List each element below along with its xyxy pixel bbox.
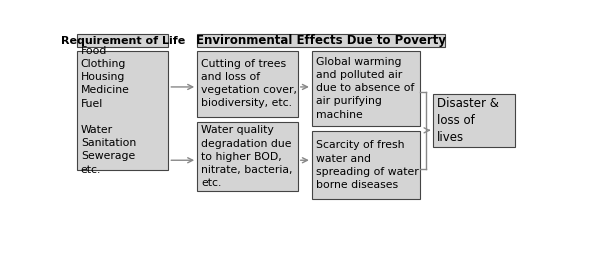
Text: Food
Clothing
Housing
Medicine
Fuel

Water
Sanitation
Sewerage
etc.: Food Clothing Housing Medicine Fuel Wate… bbox=[81, 46, 136, 175]
Bar bbox=[77, 50, 168, 170]
Bar bbox=[434, 95, 515, 147]
Bar bbox=[77, 34, 168, 48]
Bar bbox=[197, 50, 298, 117]
Bar bbox=[312, 131, 420, 199]
Text: Scarcity of fresh
water and
spreading of water
borne diseases: Scarcity of fresh water and spreading of… bbox=[315, 140, 418, 190]
Text: Cutting of trees
and loss of
vegetation cover,
biodiversity, etc.: Cutting of trees and loss of vegetation … bbox=[201, 59, 297, 108]
Text: Requirement of Life: Requirement of Life bbox=[60, 36, 185, 45]
Bar bbox=[197, 122, 298, 191]
Text: Disaster &
loss of
lives: Disaster & loss of lives bbox=[437, 97, 499, 144]
Text: Environmental Effects Due to Poverty: Environmental Effects Due to Poverty bbox=[196, 34, 446, 47]
Bar bbox=[312, 50, 420, 126]
Text: Water quality
degradation due
to higher BOD,
nitrate, bacteria,
etc.: Water quality degradation due to higher … bbox=[201, 125, 292, 188]
Text: Global warming
and polluted air
due to absence of
air purifying
machine: Global warming and polluted air due to a… bbox=[315, 57, 414, 120]
Bar bbox=[197, 34, 445, 48]
